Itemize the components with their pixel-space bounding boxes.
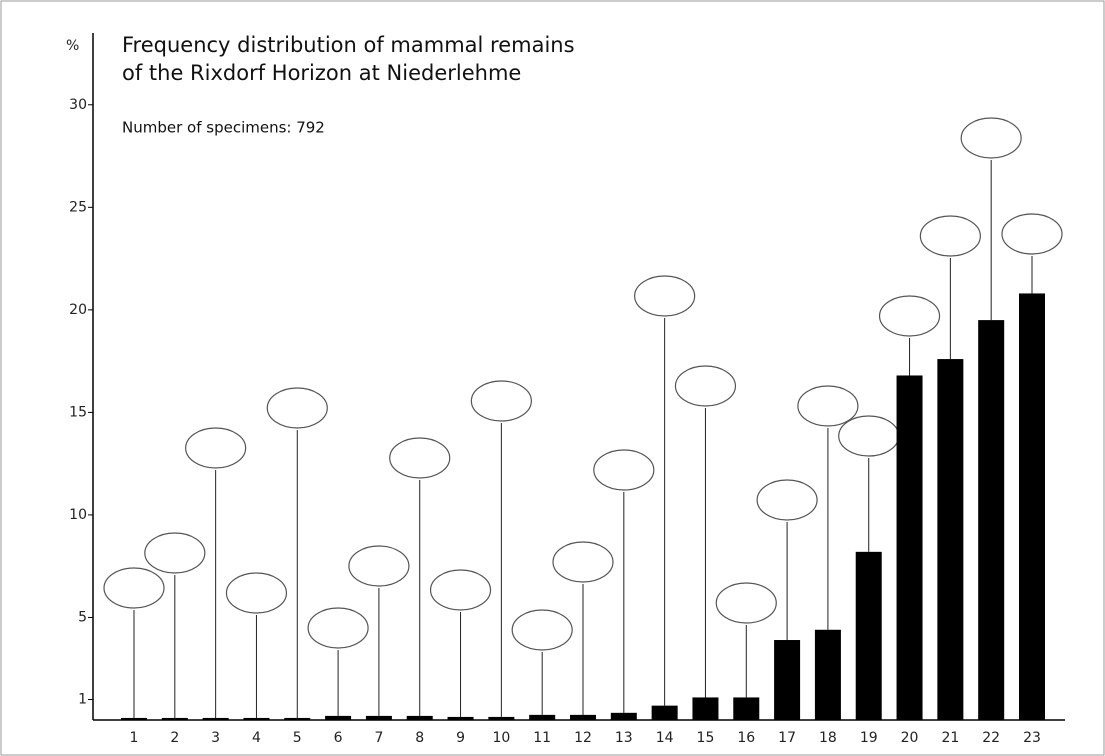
animal-illustration (880, 296, 940, 336)
bar (366, 716, 392, 720)
chart-title: Frequency distribution of mammal remains (122, 33, 575, 57)
bar (162, 718, 188, 720)
animal-illustration (267, 388, 327, 428)
animal-illustration (471, 381, 531, 421)
y-tick-label: 5 (78, 609, 87, 625)
x-tick-label: 1 (130, 730, 139, 746)
x-tick-label: 3 (211, 730, 220, 746)
animal-illustration (308, 608, 368, 648)
bar (978, 320, 1004, 720)
x-tick-label: 4 (252, 730, 261, 746)
chart-title: of the Rixdorf Horizon at Niederlehme (122, 61, 521, 85)
y-tick-label: 1 (78, 691, 87, 707)
x-tick-label: 5 (293, 730, 302, 746)
bar (284, 718, 310, 720)
bar (692, 697, 718, 720)
animal-illustration (798, 386, 858, 426)
x-tick-label: 17 (778, 730, 796, 746)
animal-illustration (186, 428, 246, 468)
x-tick-label: 23 (1023, 730, 1041, 746)
bar (407, 716, 433, 720)
x-tick-label: 7 (374, 730, 383, 746)
animal-illustration (757, 480, 817, 520)
bar (937, 359, 963, 720)
x-tick-label: 19 (860, 730, 878, 746)
bar (733, 697, 759, 720)
x-tick-label: 11 (533, 730, 551, 746)
bar (570, 715, 596, 720)
bar (815, 630, 841, 720)
y-tick-label: 10 (69, 507, 87, 523)
bar (121, 718, 147, 720)
bar (325, 716, 351, 720)
bar (243, 718, 269, 720)
x-tick-label: 14 (656, 730, 674, 746)
x-tick-label: 16 (737, 730, 755, 746)
x-tick-label: 12 (574, 730, 592, 746)
bar (529, 715, 555, 720)
animal-illustration (349, 546, 409, 586)
bar (203, 718, 229, 720)
x-tick-label: 6 (334, 730, 343, 746)
chart-subtitle: Number of specimens: 792 (122, 119, 325, 137)
bar (652, 706, 678, 720)
animal-illustration (104, 568, 164, 608)
bar (774, 640, 800, 720)
animal-illustration (716, 583, 776, 623)
x-tick-label: 20 (901, 730, 919, 746)
x-tick-label: 15 (697, 730, 715, 746)
animal-illustration (145, 533, 205, 573)
y-tick-label: 15 (69, 404, 87, 420)
bar (448, 717, 474, 720)
bar (611, 713, 637, 720)
x-tick-label: 9 (456, 730, 465, 746)
animal-illustration (635, 276, 695, 316)
x-tick-label: 21 (941, 730, 959, 746)
bar (897, 375, 923, 720)
bar (1019, 293, 1045, 720)
animal-illustration (594, 450, 654, 490)
y-axis-label: % (66, 38, 79, 54)
animal-illustration (553, 542, 613, 582)
animal-illustration (226, 573, 286, 613)
x-tick-label: 18 (819, 730, 837, 746)
bar (856, 552, 882, 720)
y-tick-label: 25 (69, 199, 87, 215)
x-tick-label: 13 (615, 730, 633, 746)
chart: % Frequency distribution of mammal remai… (0, 0, 1105, 756)
bar (488, 717, 514, 720)
x-tick-label: 2 (170, 730, 179, 746)
animal-illustration (1002, 214, 1062, 254)
y-tick-label: 30 (69, 97, 87, 113)
animal-illustration (512, 610, 572, 650)
x-tick-label: 22 (982, 730, 1000, 746)
animal-illustration (390, 438, 450, 478)
y-tick-label: 20 (69, 302, 87, 318)
x-tick-label: 10 (492, 730, 510, 746)
animal-illustration (920, 216, 980, 256)
x-tick-label: 8 (415, 730, 424, 746)
animal-illustration (961, 118, 1021, 158)
animal-illustration (675, 366, 735, 406)
animal-illustration (839, 416, 899, 456)
animal-illustration (431, 570, 491, 610)
